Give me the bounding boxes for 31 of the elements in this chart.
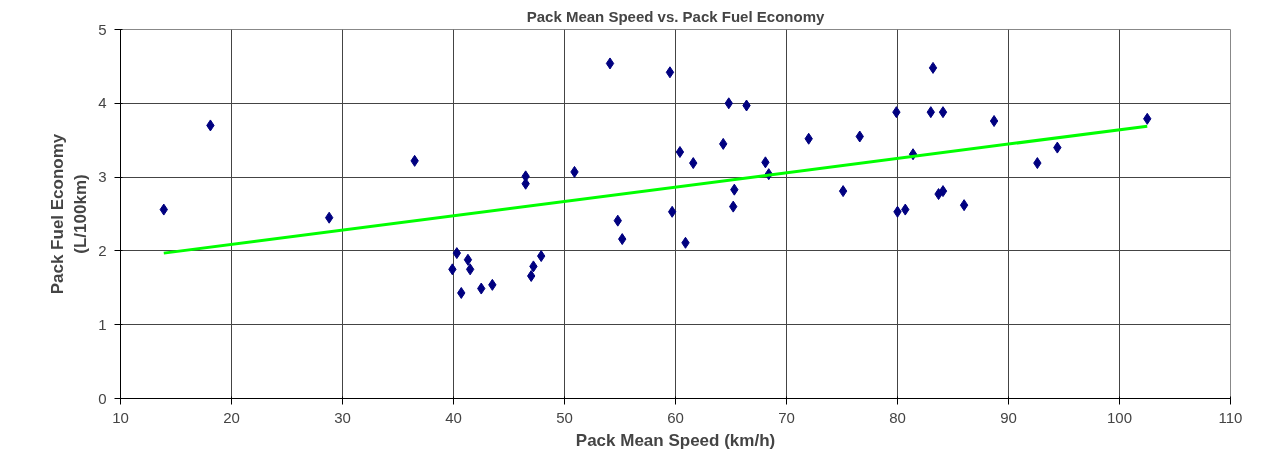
point [665,66,675,79]
x-tick-label: 90 [1000,408,1017,426]
y-tick-label: 2 [98,241,107,259]
point [838,185,848,198]
y-tick-label: 4 [98,94,107,112]
point [675,146,685,159]
y-tick-label: 3 [98,168,107,186]
x-tick-label: 70 [778,408,795,426]
y-tick-label: 0 [98,389,107,407]
y-axis-title: Pack Fuel Economy (L/100km) [48,133,91,295]
point [928,61,938,74]
y-tick-label: 1 [98,315,107,333]
point [959,199,969,212]
point [938,106,948,119]
x-axis-title: Pack Mean Speed (km/h) [575,430,776,450]
x-tick-label: 40 [445,408,462,426]
chart-title: Pack Mean Speed vs. Pack Fuel Economy [526,7,825,25]
x-tick-label: 110 [1218,408,1243,426]
point [463,253,473,266]
x-tick-label: 10 [112,408,129,426]
x-tick-label: 60 [667,408,684,426]
point [465,263,475,276]
point [989,115,999,128]
point [605,57,615,70]
x-tick-label: 100 [1106,408,1133,426]
x-tick-label: 50 [556,408,573,426]
x-tick-label: 30 [334,408,351,426]
point [938,185,948,198]
x-tick-label: 80 [889,408,906,426]
x-tick-label: 20 [223,408,240,426]
y-tick-label: 5 [98,20,107,38]
